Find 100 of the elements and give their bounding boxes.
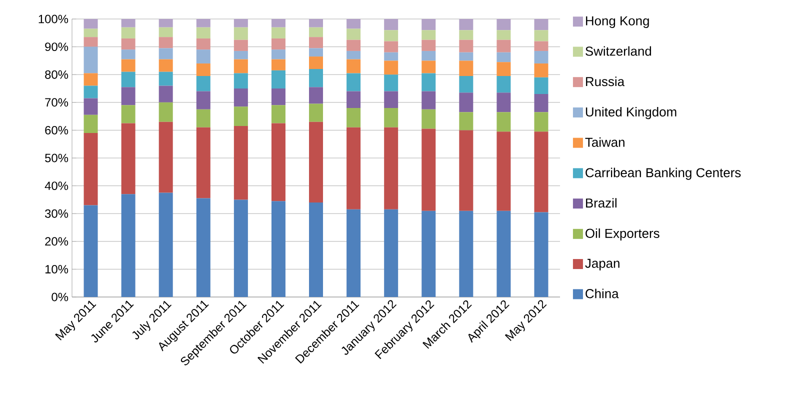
bar — [346, 28, 361, 40]
bar — [459, 76, 474, 93]
bar — [346, 40, 361, 51]
bar — [496, 92, 511, 112]
bar — [422, 73, 436, 92]
legend-label: Switzerland — [586, 46, 652, 56]
bar — [384, 60, 398, 75]
bar — [121, 38, 136, 50]
bar — [234, 126, 248, 200]
y-tick-label: 10% — [45, 264, 68, 274]
bar — [271, 105, 286, 124]
bar — [84, 37, 98, 47]
bar — [271, 38, 286, 50]
bar — [346, 50, 361, 60]
bar — [196, 50, 210, 64]
bar — [309, 122, 324, 202]
bar — [196, 76, 210, 92]
bar — [121, 18, 136, 28]
bar — [309, 27, 324, 38]
bar — [496, 210, 511, 297]
bar — [534, 112, 548, 132]
legend-label: China — [586, 288, 619, 298]
bar — [422, 40, 436, 51]
bar — [196, 63, 210, 76]
bar — [121, 123, 136, 194]
bar — [422, 50, 436, 61]
bar — [496, 18, 511, 30]
bar — [234, 59, 248, 74]
bar — [384, 108, 398, 128]
bar — [196, 109, 210, 128]
bar — [384, 41, 398, 52]
legend-label: Carribean Banking Centers — [586, 168, 741, 180]
bar — [158, 86, 173, 102]
bar — [534, 132, 548, 212]
bar — [309, 104, 324, 122]
bar — [84, 114, 98, 133]
bar — [158, 72, 173, 86]
y-tick-label: 30% — [45, 209, 68, 218]
legend-label: Taiwan — [585, 137, 624, 147]
bar — [196, 27, 210, 38]
bar — [496, 62, 511, 76]
bar — [234, 88, 248, 107]
bar — [84, 28, 98, 38]
bar — [271, 70, 286, 88]
bar — [496, 76, 511, 93]
bar — [384, 30, 398, 42]
bar — [459, 60, 474, 76]
y-tick-label: 20% — [45, 237, 68, 246]
bar — [234, 27, 248, 40]
bar — [534, 63, 548, 78]
bar — [121, 59, 136, 72]
bar — [121, 105, 136, 124]
legend-label: Brazil — [586, 198, 616, 208]
bar — [271, 59, 286, 70]
bar — [309, 202, 324, 297]
bar — [84, 205, 98, 297]
bar — [534, 77, 548, 94]
y-tick-label: 70% — [45, 98, 68, 107]
y-tick-label: 0% — [52, 292, 68, 302]
bar — [84, 132, 98, 206]
bar — [422, 109, 436, 129]
bar — [271, 201, 286, 297]
bar — [196, 198, 210, 297]
y-tick-label: 100% — [38, 14, 68, 24]
bar — [309, 18, 324, 28]
bar — [346, 209, 361, 297]
bar — [496, 112, 511, 132]
bar — [384, 74, 398, 92]
bar — [196, 18, 210, 28]
bar — [271, 123, 286, 202]
bar — [84, 18, 98, 29]
legend-label: Hong Kong — [586, 16, 649, 28]
bar — [459, 30, 474, 40]
bar — [422, 18, 436, 30]
bar — [158, 192, 173, 297]
legend-label: Japan — [585, 258, 620, 270]
bar — [534, 30, 548, 42]
bar — [158, 27, 173, 38]
bar — [534, 50, 548, 64]
bar — [496, 30, 511, 40]
bar — [158, 18, 173, 28]
bar — [422, 30, 436, 40]
bar — [121, 50, 136, 60]
bar — [384, 127, 398, 210]
bar — [422, 210, 436, 297]
bar — [346, 127, 361, 210]
bar — [309, 87, 324, 104]
bar — [346, 108, 361, 128]
bar — [309, 69, 324, 88]
bar — [384, 52, 398, 61]
bar — [346, 18, 361, 29]
bar — [309, 48, 324, 57]
bar — [121, 27, 136, 38]
bar — [459, 112, 474, 130]
bar — [234, 40, 248, 51]
legend-label: United Kingdom — [586, 107, 676, 120]
bar — [196, 127, 210, 198]
y-tick-label: 50% — [45, 154, 68, 162]
bar — [422, 128, 436, 211]
legend-label: Russia — [586, 76, 625, 86]
